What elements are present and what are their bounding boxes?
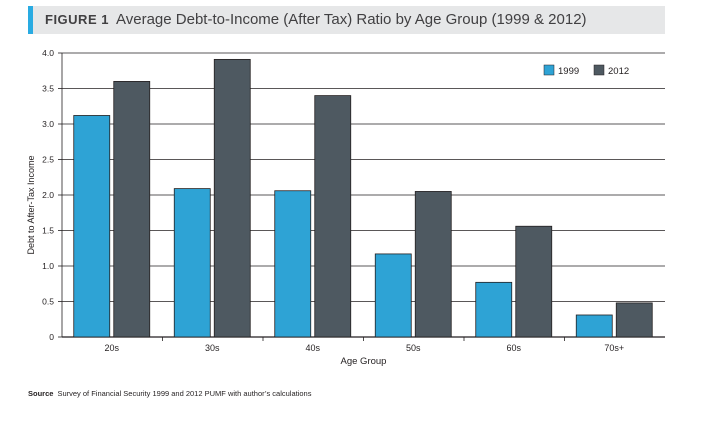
bar-1999-30s	[173, 188, 211, 338]
legend-label-2012: 2012	[608, 66, 629, 77]
y-tick-label: 0	[49, 332, 54, 342]
bar-2012-40s	[314, 95, 352, 338]
source-label: Source	[28, 389, 54, 398]
bar-2012-60s	[515, 225, 553, 338]
bar-2012-20s	[113, 81, 151, 338]
y-axis-title: Debt to After-Tax Income	[26, 155, 36, 254]
legend-swatch-1999	[543, 64, 555, 76]
x-tick-label: 70s+	[604, 343, 624, 353]
bar-1999-20s	[73, 115, 111, 338]
y-tick-label: 1.5	[42, 226, 54, 236]
source-text: Survey of Financial Security 1999 and 20…	[57, 389, 312, 398]
y-tick-label: 3.5	[42, 84, 54, 94]
bar-1999-40s	[274, 190, 312, 338]
y-tick-label: 2.0	[42, 190, 54, 200]
figure-label: FIGURE 1	[45, 12, 109, 27]
figure-title: Average Debt-to-Income (After Tax) Ratio…	[116, 11, 587, 28]
x-axis-title: Age Group	[341, 356, 387, 367]
y-tick-label: 3.0	[42, 119, 54, 129]
bar-1999-70splus	[575, 314, 613, 338]
x-tick-label: 30s	[205, 343, 220, 353]
y-tick-label: 4.0	[42, 48, 54, 58]
legend-swatch-2012	[593, 64, 605, 76]
source-note: Source Survey of Financial Security 1999 …	[28, 389, 311, 398]
x-tick-label: 50s	[406, 343, 421, 353]
x-tick-label: 40s	[305, 343, 320, 353]
figure-title-bar: FIGURE 1 Average Debt-to-Income (After T…	[28, 6, 665, 34]
title-accent-stripe	[28, 6, 33, 34]
bar-1999-50s	[374, 253, 412, 338]
legend-label-1999: 1999	[558, 66, 579, 77]
y-tick-label: 2.5	[42, 155, 54, 165]
x-tick-label: 60s	[506, 343, 521, 353]
y-tick-label: 1.0	[42, 261, 54, 271]
bar-2012-30s	[213, 58, 251, 338]
x-tick-label: 20s	[104, 343, 119, 353]
bar-2012-50s	[414, 191, 452, 338]
bar-2012-70splus	[615, 302, 653, 338]
y-tick-label: 0.5	[42, 297, 54, 307]
bar-1999-60s	[475, 281, 513, 338]
